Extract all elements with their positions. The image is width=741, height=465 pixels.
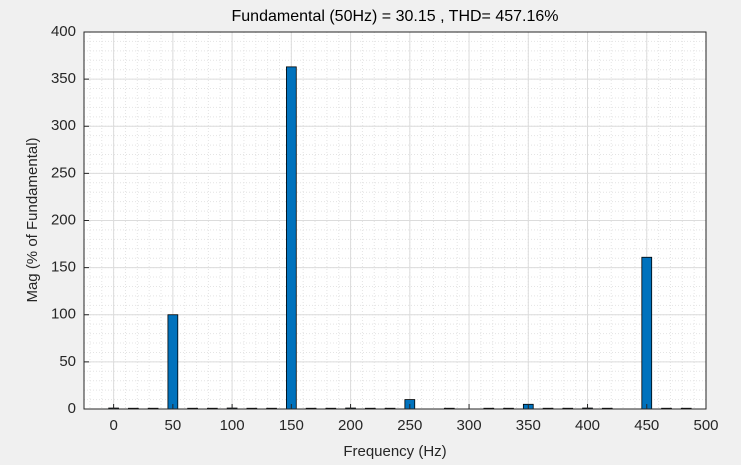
chart-title: Fundamental (50Hz) = 30.15 , THD= 457.16… bbox=[232, 8, 559, 25]
x-tick-label: 0 bbox=[109, 417, 117, 434]
y-tick-label: 0 bbox=[68, 400, 76, 417]
x-tick-label: 400 bbox=[575, 417, 600, 434]
x-tick-label: 300 bbox=[457, 417, 482, 434]
x-tick-label: 200 bbox=[338, 417, 363, 434]
y-axis-label: Mag (% of Fundamental) bbox=[24, 137, 41, 302]
x-tick-label: 250 bbox=[397, 417, 422, 434]
x-tick-label: 450 bbox=[634, 417, 659, 434]
x-axis-label: Frequency (Hz) bbox=[343, 443, 446, 460]
bar bbox=[167, 314, 179, 410]
y-tick-label: 400 bbox=[51, 23, 76, 40]
x-tick-label: 500 bbox=[693, 417, 718, 434]
bar bbox=[641, 256, 653, 410]
x-tick-label: 100 bbox=[220, 417, 245, 434]
y-tick-label: 50 bbox=[59, 353, 76, 370]
y-tick-label: 300 bbox=[51, 117, 76, 134]
y-tick-label: 350 bbox=[51, 70, 76, 87]
y-tick-label: 200 bbox=[51, 211, 76, 228]
x-tick-label: 350 bbox=[516, 417, 541, 434]
y-tick-label: 250 bbox=[51, 164, 76, 181]
x-tick-label: 150 bbox=[279, 417, 304, 434]
y-tick-label: 150 bbox=[51, 259, 76, 276]
y-tick-label: 100 bbox=[51, 306, 76, 323]
bar bbox=[285, 66, 297, 410]
x-tick-label: 50 bbox=[165, 417, 182, 434]
